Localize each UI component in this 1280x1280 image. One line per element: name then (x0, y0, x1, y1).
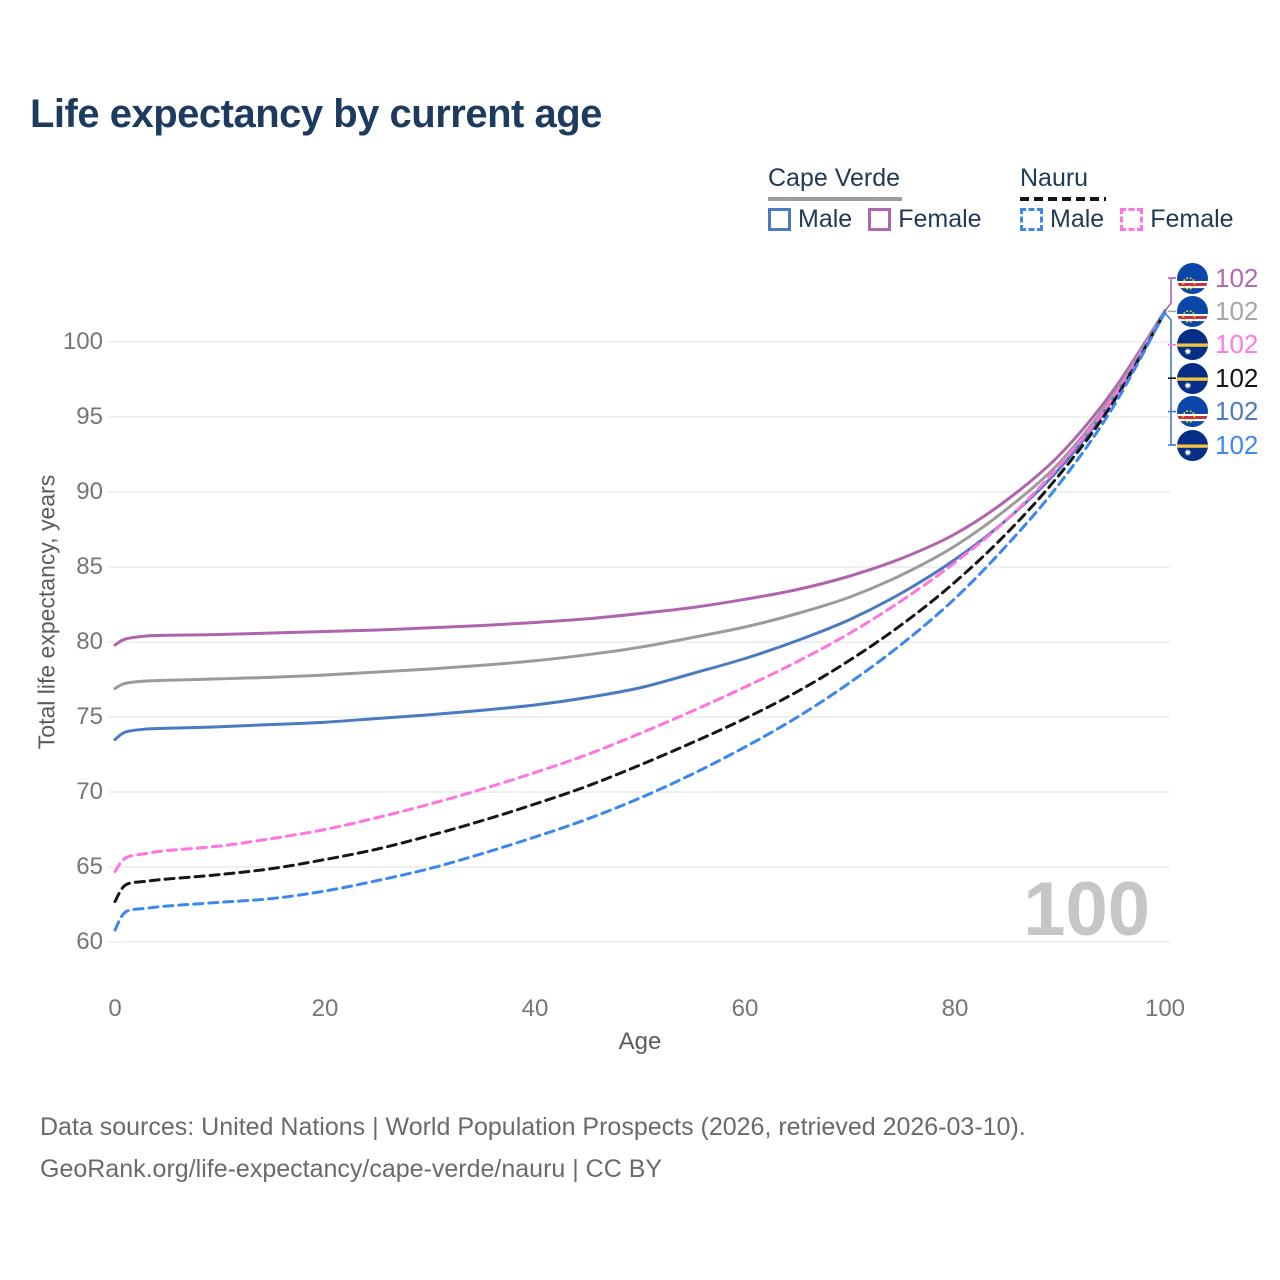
y-tick-label: 75 (76, 703, 103, 730)
line-cape-verde-female[interactable] (113, 309, 1167, 647)
x-tick-label: 60 (731, 995, 759, 1022)
end-label-value: 102 (1215, 329, 1259, 360)
end-label-value: 102 (1215, 295, 1259, 326)
end-label-value: 102 (1215, 396, 1259, 427)
y-tick-label: 90 (76, 478, 103, 505)
legend-group-cape-verde: Cape Verde (768, 164, 902, 201)
x-tick-label: 0 (108, 995, 122, 1022)
nauru-flag-icon (1177, 362, 1208, 394)
legend-item-label: Female (1150, 205, 1234, 233)
legend-item-cape-verde-female[interactable]: Female (868, 205, 982, 234)
line-nauru-female[interactable] (113, 310, 1167, 873)
cape-verde-flag-icon (1177, 262, 1208, 294)
x-tick-label: 20 (311, 995, 339, 1022)
y-tick-label: 65 (76, 853, 103, 880)
legend-item-nauru-female[interactable]: Female (1120, 205, 1234, 234)
end-label-cape-verde-male[interactable]: 102 (1177, 396, 1258, 428)
nauru-male-swatch-icon (1020, 208, 1043, 231)
end-label-nauru-female[interactable]: 102 (1177, 329, 1258, 361)
line-cape-verde-both-sexes[interactable] (113, 309, 1167, 690)
nauru-flag-icon (1177, 429, 1208, 461)
line-cape-verde-male[interactable] (113, 310, 1167, 741)
end-label-value: 102 (1215, 429, 1259, 460)
page-title: Life expectancy by current age (30, 92, 602, 136)
footer-attribution: GeoRank.org/life-expectancy/cape-verde/n… (40, 1155, 663, 1183)
line-nauru-male[interactable] (113, 310, 1167, 932)
end-label-cape-verde-female[interactable]: 102 (1177, 262, 1258, 294)
x-axis-title: Age (618, 1028, 662, 1055)
y-tick-label: 95 (76, 403, 103, 430)
cape-verde-female-swatch-icon (868, 208, 892, 231)
x-tick-label: 100 (1144, 995, 1186, 1022)
legend-item-cape-verde-male[interactable]: Male (768, 205, 852, 234)
x-tick-label: 40 (521, 995, 549, 1022)
legend-item-label: Male (1050, 205, 1105, 233)
legend-items-cape-verde: Male Female (768, 205, 982, 234)
end-label-nauru-male[interactable]: 102 (1177, 429, 1258, 461)
y-tick-label: 80 (76, 628, 103, 655)
y-tick-label: 85 (76, 553, 103, 580)
end-label-value: 102 (1215, 362, 1259, 393)
legend-group-nauru: Nauru (1020, 164, 1106, 201)
age-counter-watermark: 100 (1023, 867, 1150, 952)
legend-items-nauru: Male Female (1020, 205, 1234, 234)
legend-item-label: Female (898, 205, 982, 233)
nauru-flag-icon (1177, 329, 1208, 361)
y-tick-label: 100 (62, 328, 103, 355)
cape-verde-flag-icon (1177, 396, 1208, 428)
legend-line-sample-nauru (1020, 197, 1106, 201)
y-tick-label: 60 (76, 928, 103, 955)
connector-cape-verde-female (1164, 277, 1176, 312)
footer-data-sources: Data sources: United Nations | World Pop… (40, 1113, 1026, 1141)
cape-verde-male-swatch-icon (768, 208, 791, 231)
nauru-female-swatch-icon (1120, 208, 1144, 231)
end-label-nauru-both-sexes[interactable]: 102 (1177, 362, 1258, 394)
y-tick-label: 70 (76, 778, 103, 805)
end-label-value: 102 (1215, 262, 1259, 293)
legend-item-label: Male (798, 205, 853, 233)
footer: Data sources: United Nations | World Pop… (40, 1106, 1026, 1190)
legend-country-nauru[interactable]: Nauru (1020, 164, 1089, 192)
end-label-cape-verde-both-sexes[interactable]: 102 (1177, 295, 1258, 327)
legend-country-cape-verde[interactable]: Cape Verde (768, 164, 901, 192)
cape-verde-flag-icon (1177, 295, 1208, 327)
legend-line-sample-cape-verde (768, 197, 902, 201)
line-nauru-both-sexes[interactable] (113, 310, 1167, 903)
x-tick-label: 80 (941, 995, 969, 1022)
legend-item-nauru-male[interactable]: Male (1020, 205, 1104, 234)
